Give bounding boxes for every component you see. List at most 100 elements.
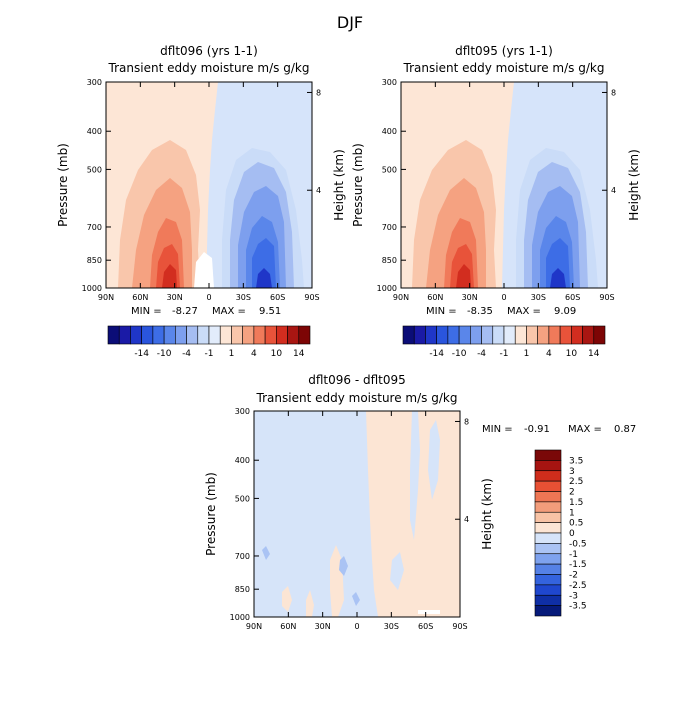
colorbar-swatch <box>534 480 562 492</box>
colorbar-label: 0.5 <box>569 519 583 529</box>
y-tick-label: 400 <box>235 456 250 465</box>
colorbar-label: 14 <box>293 349 305 359</box>
colorbar-swatch <box>253 325 266 345</box>
colorbar-label: 2.5 <box>569 477 583 487</box>
colorbar-swatch <box>571 325 583 345</box>
colorbar-swatch <box>425 325 437 345</box>
page-title: DJF <box>337 13 363 32</box>
colorbar-label: 10 <box>271 349 283 359</box>
panel-dflt095: dflt095 (yrs 1-1) Transient eddy moistur… <box>351 44 641 359</box>
y-tick-label: 850 <box>382 256 397 265</box>
contour-field <box>106 82 312 288</box>
x-tick-label: 90S <box>599 293 614 302</box>
colorbar-label: -1.5 <box>569 560 587 570</box>
colorbar-swatch <box>534 563 562 575</box>
panel-difference: dflt096 - dflt095 Transient eddy moistur… <box>204 373 636 631</box>
colorbar-label: -0.5 <box>569 539 587 549</box>
colorbar-swatch <box>534 460 562 472</box>
y-axis-label: Pressure (mb) <box>204 472 218 556</box>
colorbar-swatch <box>130 325 142 345</box>
colorbar-swatch <box>593 325 606 345</box>
colorbar-label: 14 <box>588 349 600 359</box>
right-tick-label: 8 <box>611 88 616 97</box>
colorbar-swatch <box>481 325 494 345</box>
x-tick-label: 60S <box>565 293 580 302</box>
right-tick-label: 4 <box>611 186 616 195</box>
colorbar-swatch <box>118 325 131 345</box>
colorbar-label: -14 <box>134 349 149 359</box>
colorbar-swatch <box>514 325 527 345</box>
panel-subtitle: Transient eddy moisture m/s g/kg <box>256 391 458 405</box>
min-value: -8.27 <box>172 306 198 317</box>
contour-negative-island-0 <box>410 411 420 540</box>
right-axis-label: Height (km) <box>480 478 494 549</box>
colorbar-label: -4 <box>477 349 486 359</box>
min-label: MIN = <box>131 306 162 317</box>
colorbar-swatch <box>537 325 550 345</box>
contour-negative-5 <box>550 268 566 288</box>
colorbar-swatch <box>534 605 562 617</box>
right-tick-label: 8 <box>464 417 469 426</box>
colorbar-swatch <box>186 325 199 345</box>
colorbar-label: 1.5 <box>569 498 583 508</box>
y-tick-label: 500 <box>382 165 397 174</box>
stats-line: MIN = -8.35 MAX = 9.09 <box>426 306 576 317</box>
colorbar-swatch <box>503 325 516 345</box>
x-tick-label: 0 <box>206 293 211 302</box>
x-tick-label: 90N <box>246 622 262 631</box>
colorbar-label: 10 <box>566 349 578 359</box>
colorbar-swatch <box>402 325 415 345</box>
contour-field <box>401 82 607 288</box>
colorbar-swatch <box>534 532 562 544</box>
colorbar: 3.532.521.510.50-0.5-1-1.5-2-2.5-3-3.5 <box>534 449 587 617</box>
y-tick-label: 1000 <box>82 284 102 293</box>
max-value: 0.87 <box>614 424 636 435</box>
colorbar-swatch <box>534 594 562 606</box>
colorbar-label: -1 <box>569 550 578 560</box>
colorbar-swatch <box>152 325 165 345</box>
max-label: MAX = <box>568 424 602 435</box>
max-value: 9.51 <box>259 306 281 317</box>
right-axis-label: Height (km) <box>627 149 641 220</box>
colorbar-swatch <box>107 325 120 345</box>
colorbar-swatch <box>197 325 210 345</box>
colorbar-swatch <box>231 325 243 345</box>
colorbar-label: -2.5 <box>569 581 587 591</box>
x-tick-label: 60N <box>427 293 443 302</box>
y-tick-label: 850 <box>87 256 102 265</box>
x-tick-label: 90S <box>304 293 319 302</box>
max-label: MAX = <box>507 306 541 317</box>
colorbar-swatch <box>141 325 154 345</box>
max-value: 9.09 <box>554 306 576 317</box>
x-tick-label: 90N <box>98 293 114 302</box>
min-label: MIN = <box>482 424 513 435</box>
x-tick-label: 60S <box>418 622 433 631</box>
colorbar-label: 3 <box>569 467 575 477</box>
colorbar-swatch <box>276 325 288 345</box>
y-axis-label: Pressure (mb) <box>351 143 365 227</box>
colorbar-swatch <box>534 522 562 534</box>
contour-negative-1 <box>339 556 348 576</box>
y-tick-label: 700 <box>235 552 250 561</box>
x-tick-label: 30S <box>236 293 251 302</box>
y-tick-label: 1000 <box>230 613 250 622</box>
colorbar-swatch <box>534 553 562 565</box>
x-tick-label: 0 <box>501 293 506 302</box>
x-tick-label: 90N <box>393 293 409 302</box>
colorbar-swatch <box>534 491 562 503</box>
colorbar-swatch <box>582 325 595 345</box>
colorbar-label: -1 <box>500 349 509 359</box>
panel-subtitle: Transient eddy moisture m/s g/kg <box>108 61 310 75</box>
colorbar: -14 -10 -4 -1 1 4 10 14 <box>107 325 311 359</box>
y-tick-label: 850 <box>235 585 250 594</box>
x-tick-label: 60N <box>280 622 296 631</box>
colorbar-swatch <box>219 325 232 345</box>
colorbar-swatch <box>526 325 538 345</box>
colorbar-label: -4 <box>182 349 191 359</box>
x-tick-label: 90S <box>452 622 467 631</box>
right-axis-label: Height (km) <box>332 149 346 220</box>
max-label: MAX = <box>212 306 246 317</box>
x-tick-label: 60N <box>132 293 148 302</box>
colorbar-label: 4 <box>546 349 552 359</box>
